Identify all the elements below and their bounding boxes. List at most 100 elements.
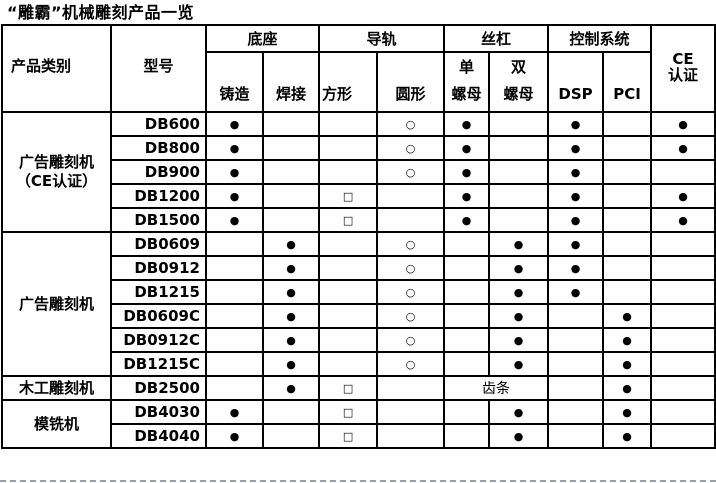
feature-symbol-cell: ●	[443, 135, 491, 161]
feature-symbol-cell	[205, 255, 264, 281]
feature-symbol-cell: ●	[547, 231, 605, 257]
model-cell: DB4030	[110, 399, 207, 425]
feature-symbol-cell: □	[318, 375, 379, 401]
feature-symbol-cell	[443, 303, 491, 329]
category-cell: 广告雕刻机	[1, 231, 112, 377]
feature-symbol-cell: ●	[443, 111, 491, 137]
feature-symbol-cell: ●	[602, 303, 653, 329]
feature-symbol-cell	[318, 231, 379, 257]
feature-symbol-cell: □	[318, 183, 379, 209]
feature-symbol-cell: ●	[488, 303, 550, 329]
feature-symbol-cell	[376, 207, 446, 233]
feature-symbol-cell	[547, 351, 605, 377]
table-row: DB0609C ● ○ ● ●	[2, 303, 716, 329]
feature-symbol-cell	[650, 351, 716, 377]
feature-symbol-cell	[205, 279, 264, 305]
table-row: DB1200 ● □ ● ● ●	[2, 183, 716, 209]
header-group-row: 产品类别 型号 底座 导轨 丝杠 控制系统 CE 认证	[1, 24, 716, 113]
model-cell: DB600	[110, 111, 207, 137]
feature-symbol-cell	[488, 207, 550, 233]
feature-symbol-cell	[443, 351, 491, 377]
feature-symbol-cell: ●	[488, 255, 550, 281]
feature-symbol-cell	[602, 231, 653, 257]
feature-symbol-cell	[318, 279, 379, 305]
feature-symbol-cell	[205, 327, 264, 353]
feature-symbol-cell: ●	[205, 207, 264, 233]
feature-symbol-cell: ●	[547, 207, 605, 233]
feature-symbol-cell: ●	[261, 255, 321, 281]
feature-symbol-cell	[602, 135, 653, 161]
feature-symbol-cell: ●	[547, 279, 605, 305]
table-row: DB900 ● ○ ● ●	[2, 159, 716, 185]
column-header-pci: PCI	[602, 51, 653, 113]
feature-symbol-cell	[318, 327, 379, 353]
feature-symbol-cell	[443, 327, 491, 353]
model-cell: DB0912C	[110, 327, 207, 353]
feature-symbol-cell: □	[318, 207, 379, 233]
feature-symbol-cell	[261, 183, 321, 209]
feature-symbol-cell	[547, 375, 605, 401]
feature-symbol-cell	[443, 279, 491, 305]
feature-symbol-cell	[650, 255, 716, 281]
feature-symbol-cell	[318, 135, 379, 161]
feature-symbol-cell	[488, 111, 550, 137]
feature-symbol-cell: ●	[443, 207, 491, 233]
feature-symbol-cell: ●	[205, 159, 264, 185]
category-cell: 广告雕刻机 （CE认证）	[1, 111, 112, 233]
column-header-model: 型号	[110, 24, 207, 113]
model-cell: DB1215	[110, 279, 207, 305]
feature-symbol-cell: ○	[376, 255, 446, 281]
feature-symbol-cell	[205, 375, 264, 401]
model-cell: DB900	[110, 159, 207, 185]
feature-symbol-cell	[602, 279, 653, 305]
feature-symbol-cell: ●	[547, 159, 605, 185]
feature-symbol-cell: ●	[205, 135, 264, 161]
table-row: 木工雕刻机 DB2500 ● □ 齿条 ●	[1, 375, 716, 401]
feature-symbol-cell: □	[318, 423, 379, 449]
feature-symbol-cell	[205, 303, 264, 329]
feature-symbol-cell: ●	[205, 111, 264, 137]
feature-symbol-cell: ○	[376, 135, 446, 161]
feature-symbol-cell	[376, 423, 446, 449]
feature-symbol-cell	[261, 423, 321, 449]
feature-symbol-cell: ●	[261, 303, 321, 329]
feature-symbol-cell	[318, 159, 379, 185]
category-cell: 木工雕刻机	[1, 375, 112, 401]
feature-symbol-cell	[261, 399, 321, 425]
feature-symbol-cell	[547, 327, 605, 353]
feature-symbol-cell: ●	[261, 351, 321, 377]
model-cell: DB4040	[110, 423, 207, 449]
model-cell: DB800	[110, 135, 207, 161]
feature-symbol-cell	[547, 303, 605, 329]
model-cell: DB1200	[110, 183, 207, 209]
column-header-dsp: DSP	[547, 51, 605, 113]
feature-symbol-cell	[261, 111, 321, 137]
feature-symbol-cell	[261, 159, 321, 185]
feature-symbol-cell	[602, 255, 653, 281]
column-header-double-nut: 双 螺母	[488, 51, 550, 113]
feature-symbol-cell: ○	[376, 327, 446, 353]
feature-symbol-cell	[376, 375, 446, 401]
feature-symbol-cell	[547, 399, 605, 425]
column-header-single-nut: 单 螺母	[443, 51, 491, 113]
feature-symbol-cell: ●	[650, 183, 716, 209]
feature-symbol-cell	[443, 231, 491, 257]
model-cell: DB0609	[110, 231, 207, 257]
feature-symbol-cell: ●	[205, 399, 264, 425]
feature-symbol-cell	[650, 375, 716, 401]
feature-symbol-cell: ●	[547, 111, 605, 137]
feature-symbol-cell	[261, 207, 321, 233]
table-row: DB1500 ● □ ● ● ●	[2, 207, 716, 233]
feature-symbol-cell: ○	[376, 279, 446, 305]
feature-symbol-cell: ●	[261, 375, 321, 401]
model-cell: DB0609C	[110, 303, 207, 329]
feature-symbol-cell	[602, 207, 653, 233]
feature-symbol-cell	[318, 351, 379, 377]
feature-symbol-cell: ●	[547, 135, 605, 161]
feature-symbol-cell: ●	[602, 351, 653, 377]
feature-symbol-cell: ○	[376, 159, 446, 185]
feature-symbol-cell: ●	[602, 375, 653, 401]
feature-symbol-cell	[488, 159, 550, 185]
table-row: DB0912C ● ○ ● ●	[2, 327, 716, 353]
feature-symbol-cell: ○	[376, 231, 446, 257]
